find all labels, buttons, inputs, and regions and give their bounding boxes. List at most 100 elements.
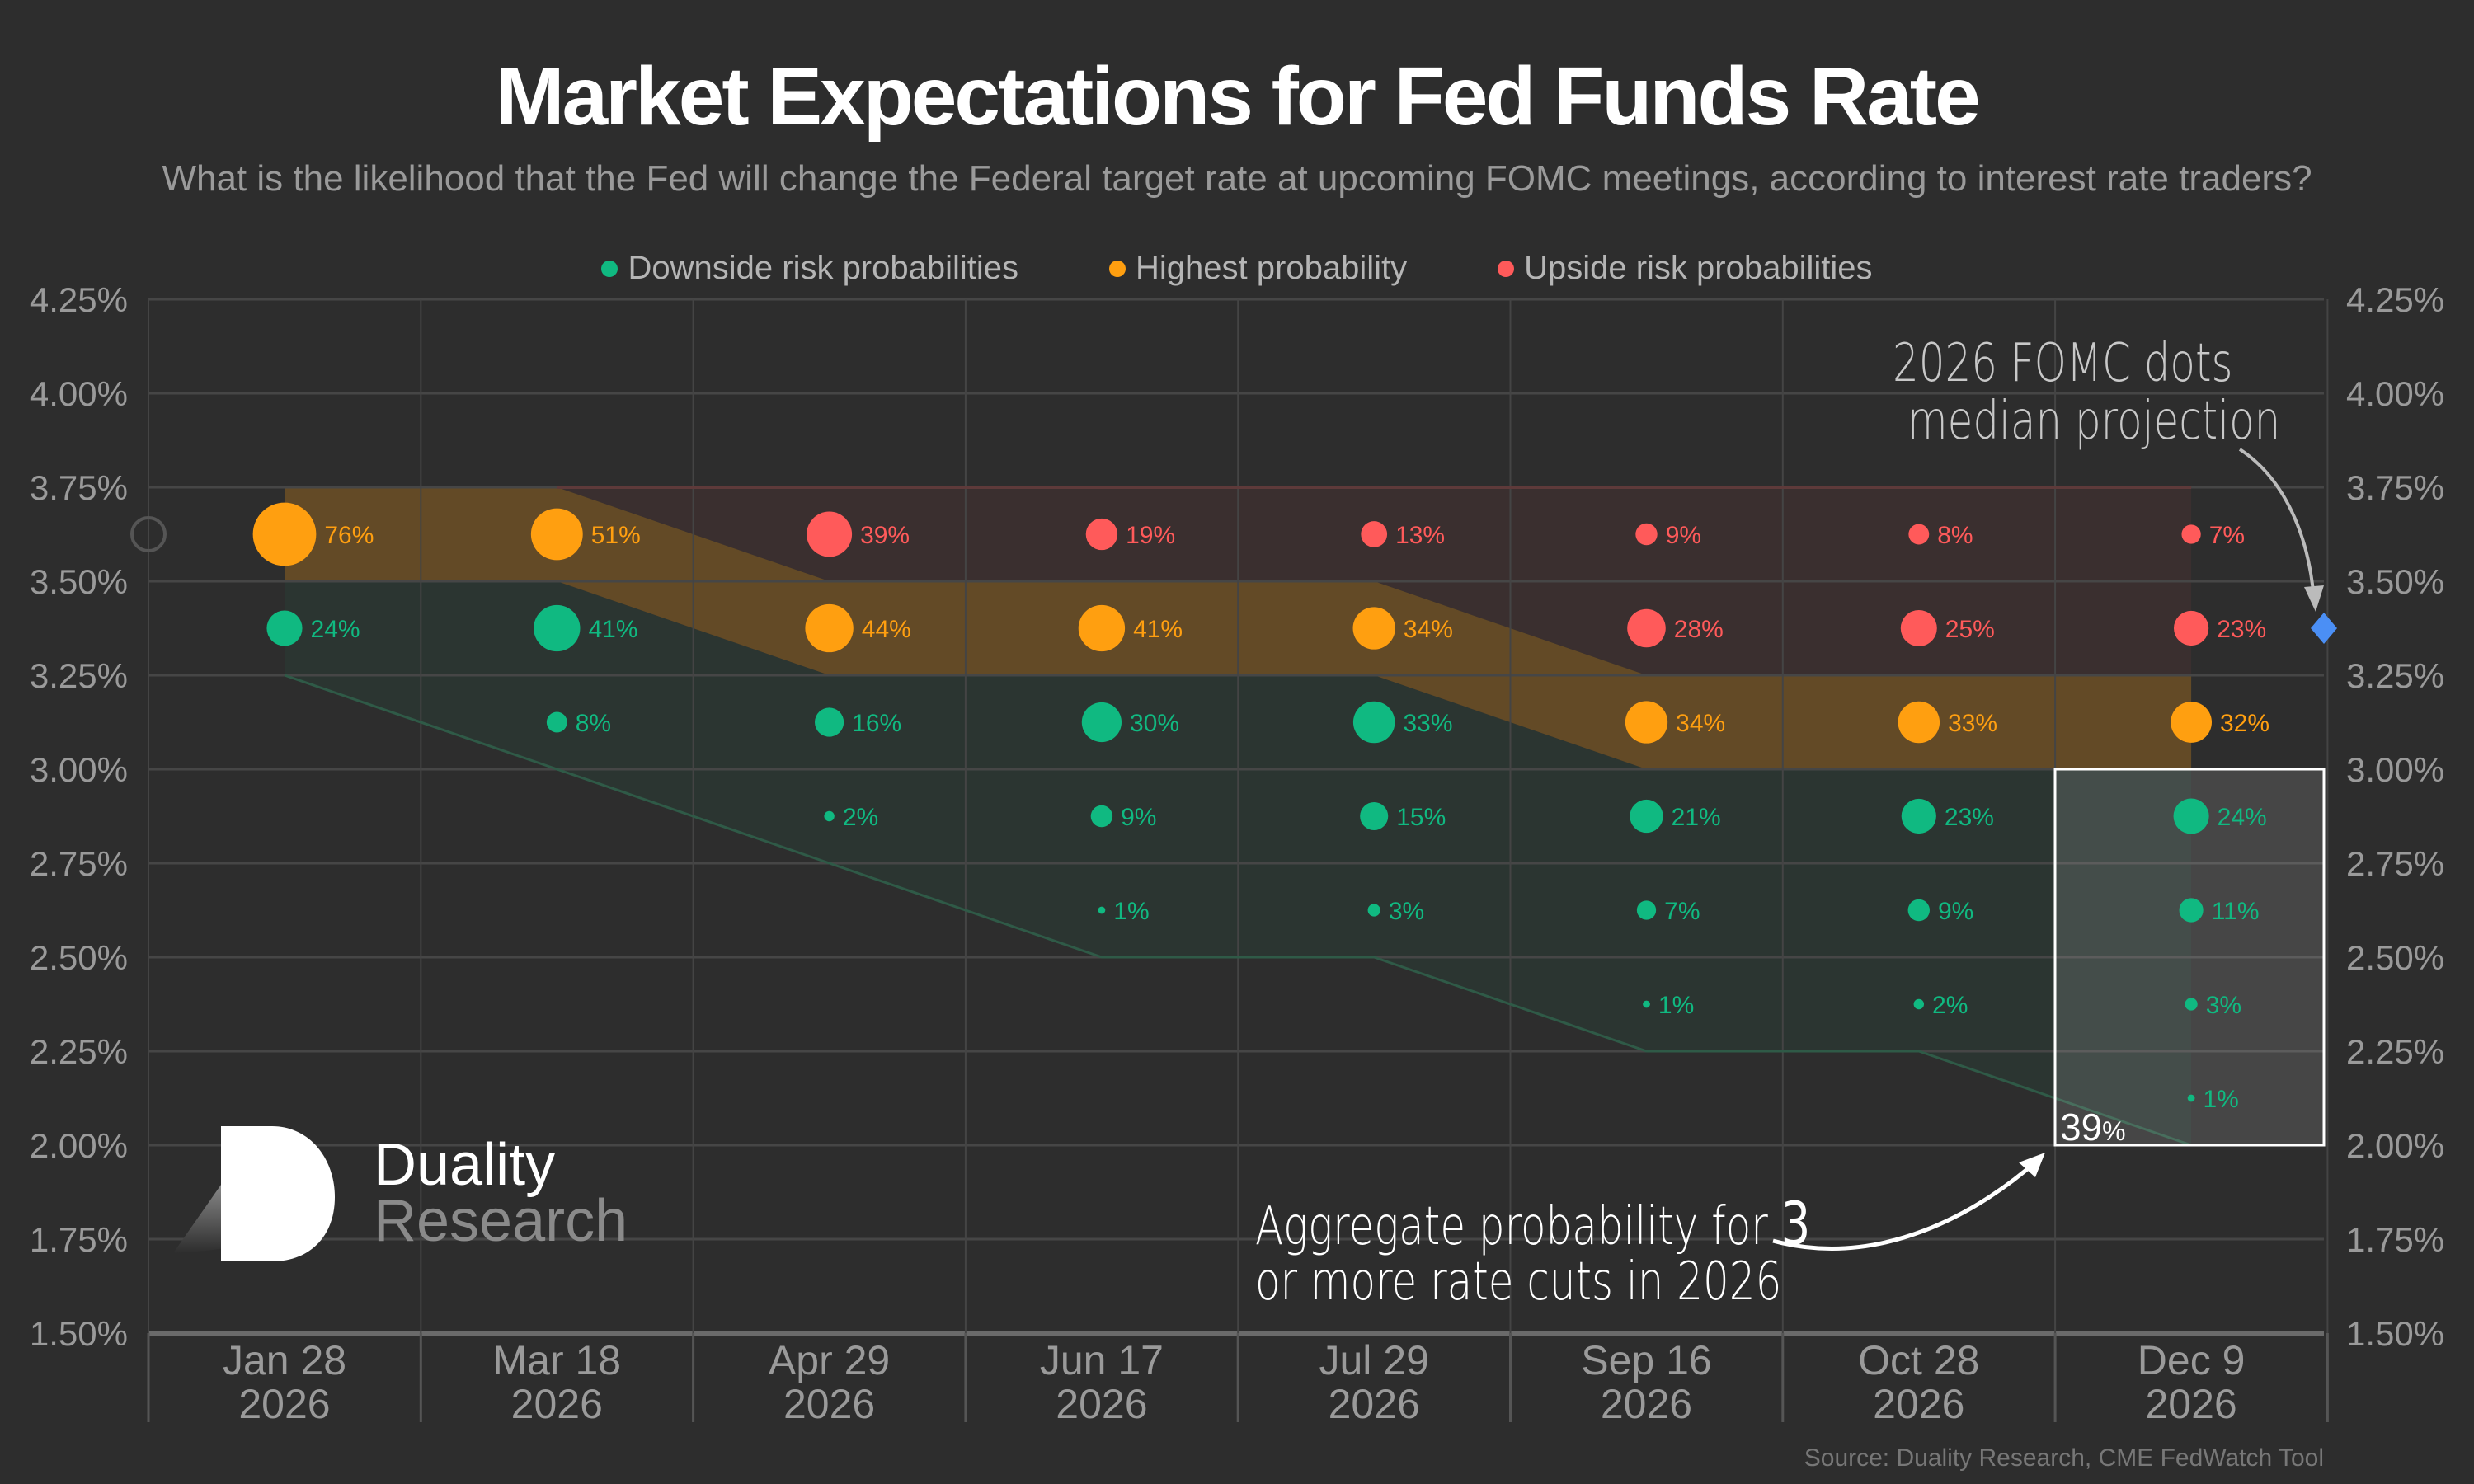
probability-label: 25% bbox=[1945, 616, 1995, 643]
y-tick-label-left: 1.50% bbox=[30, 1314, 128, 1353]
probability-label: 8% bbox=[576, 710, 611, 737]
probability-dot bbox=[1078, 604, 1126, 652]
probability-label: 33% bbox=[1948, 710, 1997, 737]
probability-dot bbox=[1900, 610, 1937, 646]
logo-d-icon bbox=[221, 1126, 335, 1261]
y-tick-label-right: 4.00% bbox=[2346, 374, 2444, 413]
y-tick-label-left: 3.25% bbox=[30, 656, 128, 695]
downside-lower-boundary bbox=[284, 674, 2192, 1147]
probability-dot bbox=[1901, 798, 1936, 834]
x-tick-label-year: 2026 bbox=[783, 1381, 875, 1427]
aggregate-annotation-prefix: Aggregate probability for bbox=[1255, 1196, 1781, 1257]
x-tick-label-date: Dec 9 bbox=[2138, 1337, 2246, 1383]
x-tick-label-date: Jan 28 bbox=[223, 1337, 346, 1383]
probability-label: 34% bbox=[1404, 616, 1453, 643]
aggregate-value: 39% bbox=[2060, 1105, 2126, 1149]
probability-dot bbox=[1085, 518, 1118, 551]
x-tick-label-year: 2026 bbox=[1601, 1381, 1692, 1427]
probability-label: 9% bbox=[1938, 898, 1973, 925]
probability-label: 16% bbox=[852, 710, 901, 737]
probability-dot bbox=[1630, 799, 1663, 834]
y-tick-label-right: 2.00% bbox=[2346, 1126, 2444, 1165]
probability-label: 39% bbox=[860, 522, 910, 549]
probability-dot bbox=[1352, 701, 1395, 744]
legend-dot-orange-icon bbox=[1109, 260, 1126, 277]
probability-label: 51% bbox=[591, 522, 641, 549]
fomc-annotation-line2: median projection bbox=[1907, 391, 2281, 452]
probability-label: 3% bbox=[1389, 898, 1424, 925]
probability-dot bbox=[2187, 1094, 2195, 1102]
probability-label: 7% bbox=[2209, 522, 2245, 549]
probability-dot bbox=[1081, 702, 1122, 743]
probability-dot bbox=[2173, 610, 2209, 646]
aggregate-value-unit: % bbox=[2102, 1116, 2126, 1146]
probability-label: 21% bbox=[1672, 804, 1721, 831]
probability-dot bbox=[2179, 898, 2204, 923]
probability-dot bbox=[1635, 523, 1658, 546]
aggregate-annotation-number: 3 bbox=[1780, 1189, 1811, 1258]
x-tick-label-date: Oct 28 bbox=[1858, 1337, 1979, 1383]
probability-dot bbox=[252, 502, 317, 566]
x-tick-label-year: 2026 bbox=[1329, 1381, 1420, 1427]
x-tick-label-date: Mar 18 bbox=[492, 1337, 621, 1383]
aggregate-value-number: 39 bbox=[2060, 1106, 2103, 1148]
y-tick-label-right: 2.75% bbox=[2346, 844, 2444, 883]
y-tick-label-right: 3.25% bbox=[2346, 656, 2444, 695]
legend-item-upside: Upside risk probabilities bbox=[1498, 250, 1873, 287]
probability-dot bbox=[1908, 524, 1930, 545]
x-tick-label-year: 2026 bbox=[1056, 1381, 1147, 1427]
probability-dot bbox=[1913, 998, 1925, 1010]
probability-dot bbox=[815, 707, 844, 737]
y-tick-label-left: 2.75% bbox=[30, 844, 128, 883]
y-tick-label-left: 3.00% bbox=[30, 750, 128, 789]
probability-dot bbox=[1361, 521, 1388, 547]
legend: Downside risk probabilities Highest prob… bbox=[0, 250, 2474, 287]
x-tick-label-year: 2026 bbox=[1873, 1381, 1964, 1427]
probability-label: 1% bbox=[1113, 898, 1149, 925]
probability-label: 23% bbox=[1945, 804, 1994, 831]
probability-label: 15% bbox=[1396, 804, 1446, 831]
probability-dot bbox=[1360, 801, 1389, 831]
probability-dot bbox=[534, 604, 581, 652]
probability-label: 9% bbox=[1666, 522, 1701, 549]
probability-label: 7% bbox=[1664, 898, 1700, 925]
y-tick-label-right: 3.00% bbox=[2346, 750, 2444, 789]
y-tick-label-left: 3.50% bbox=[30, 562, 128, 601]
y-tick-label-left: 3.75% bbox=[30, 468, 128, 507]
probability-dot bbox=[2185, 998, 2198, 1011]
logo-text-duality: Duality bbox=[374, 1132, 556, 1198]
probability-dot bbox=[2171, 702, 2212, 743]
probability-label: 1% bbox=[2204, 1086, 2239, 1113]
probability-dot bbox=[546, 711, 567, 733]
y-tick-label-left: 2.50% bbox=[30, 938, 128, 977]
probability-dot bbox=[1367, 904, 1380, 917]
probability-label: 24% bbox=[2218, 804, 2267, 831]
x-tick-label-year: 2026 bbox=[238, 1381, 330, 1427]
probability-dot bbox=[1627, 608, 1666, 648]
probability-dot bbox=[1098, 906, 1106, 914]
y-tick-label-right: 1.50% bbox=[2346, 1314, 2444, 1353]
x-tick-label-date: Jun 17 bbox=[1040, 1337, 1164, 1383]
y-tick-label-right: 3.75% bbox=[2346, 468, 2444, 507]
source-note: Source: Duality Research, CME FedWatch T… bbox=[1804, 1444, 2324, 1472]
aggregate-annotation-line1: Aggregate probability for 3 bbox=[1255, 1189, 1810, 1258]
probability-label: 44% bbox=[862, 616, 911, 643]
y-tick-label-left: 4.00% bbox=[30, 374, 128, 413]
probability-dot bbox=[530, 508, 583, 561]
probability-dot bbox=[2173, 798, 2209, 834]
probability-label: 76% bbox=[324, 522, 374, 549]
y-tick-label-left: 2.00% bbox=[30, 1126, 128, 1165]
probability-dot bbox=[1636, 900, 1657, 920]
legend-item-downside: Downside risk probabilities bbox=[601, 250, 1018, 287]
legend-item-highest: Highest probability bbox=[1109, 250, 1407, 287]
x-tick-label-date: Apr 29 bbox=[769, 1337, 890, 1383]
probability-label: 2% bbox=[1932, 992, 1968, 1019]
y-tick-label-right: 1.75% bbox=[2346, 1220, 2444, 1259]
y-tick-label-left: 2.25% bbox=[30, 1032, 128, 1071]
fomc-annotation-line1: 2026 FOMC dots bbox=[1893, 333, 2233, 394]
legend-label: Downside risk probabilities bbox=[628, 250, 1019, 286]
probability-label: 30% bbox=[1130, 710, 1179, 737]
probability-label: 23% bbox=[2217, 616, 2266, 643]
